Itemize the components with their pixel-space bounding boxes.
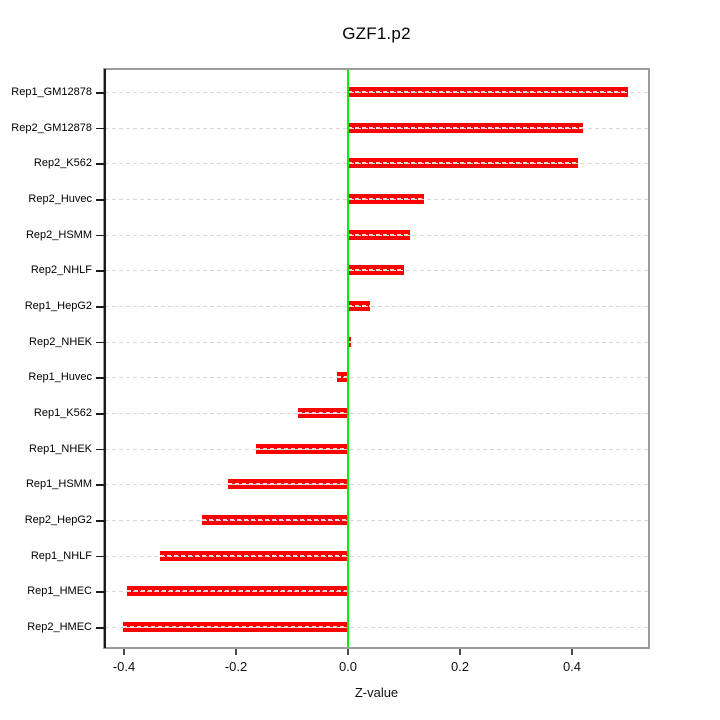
y-tick-label: Rep1_NHEK [29,442,92,455]
x-tick-label: -0.2 [224,659,248,674]
gridline [105,199,648,200]
x-tick-label: 0.4 [562,659,582,674]
y-tick [96,555,104,558]
x-tick-label: -0.4 [112,659,136,674]
gridline [105,413,648,415]
x-tick [571,649,573,655]
y-tick [96,591,104,593]
y-tick [96,341,104,344]
chart-title: GZF1.p2 [342,24,411,43]
y-tick [96,377,104,379]
y-tick-label: Rep2_Huvec [28,193,92,205]
y-tick [96,520,104,522]
y-tick [96,448,104,451]
gridline [105,127,648,129]
x-tick [235,649,237,655]
gridline [105,627,648,629]
y-tick [96,127,104,130]
y-tick-label: Rep1_NHLF [30,549,92,562]
gridline [105,163,648,165]
gridline [105,341,648,343]
y-axis-line [104,69,106,648]
x-tick [459,649,461,655]
y-tick-label: Rep1_Huvec [28,371,92,384]
y-tick [96,270,104,272]
gridline [105,555,648,557]
y-tick-label: Rep2_HSMM [25,228,92,241]
gridline [105,520,648,522]
gridline [105,270,648,272]
y-tick-label: Rep1_HepG2 [24,300,92,313]
y-tick-label: Rep2_NHEK [29,335,92,348]
y-tick-label: Rep1_GM12878 [11,86,92,98]
y-tick-label: Rep1_HMEC [27,585,92,598]
gridline [105,306,648,308]
x-tick-label: 0.2 [450,659,470,674]
y-tick [96,92,104,94]
y-tick [96,199,104,201]
y-tick-label: Rep1_K562 [33,407,92,420]
y-tick-label: Rep1_HSMM [25,478,92,491]
y-tick [96,484,104,486]
gridline [105,591,648,593]
x-axis-label: Z-value [354,685,399,700]
y-tick-label: Rep2_GM12878 [11,121,92,134]
y-tick-label: Rep2_HepG2 [24,514,92,527]
gridline [105,448,648,450]
plot-area [105,70,648,647]
zero-line [347,70,349,647]
y-tick [96,627,104,629]
x-tick [123,649,125,655]
y-tick [96,163,104,165]
gridline [105,377,648,379]
y-tick-label: Rep2_NHLF [30,264,92,277]
gridline [105,484,648,486]
y-tick-label: Rep2_HMEC [27,621,92,634]
y-tick [96,234,104,237]
y-tick-label: Rep2_K562 [33,157,92,170]
gridline [105,92,648,93]
x-tick-label: 0.0 [338,659,358,674]
x-tick [347,649,349,655]
y-tick [96,413,104,415]
y-tick [96,306,104,308]
gridline [105,234,648,236]
